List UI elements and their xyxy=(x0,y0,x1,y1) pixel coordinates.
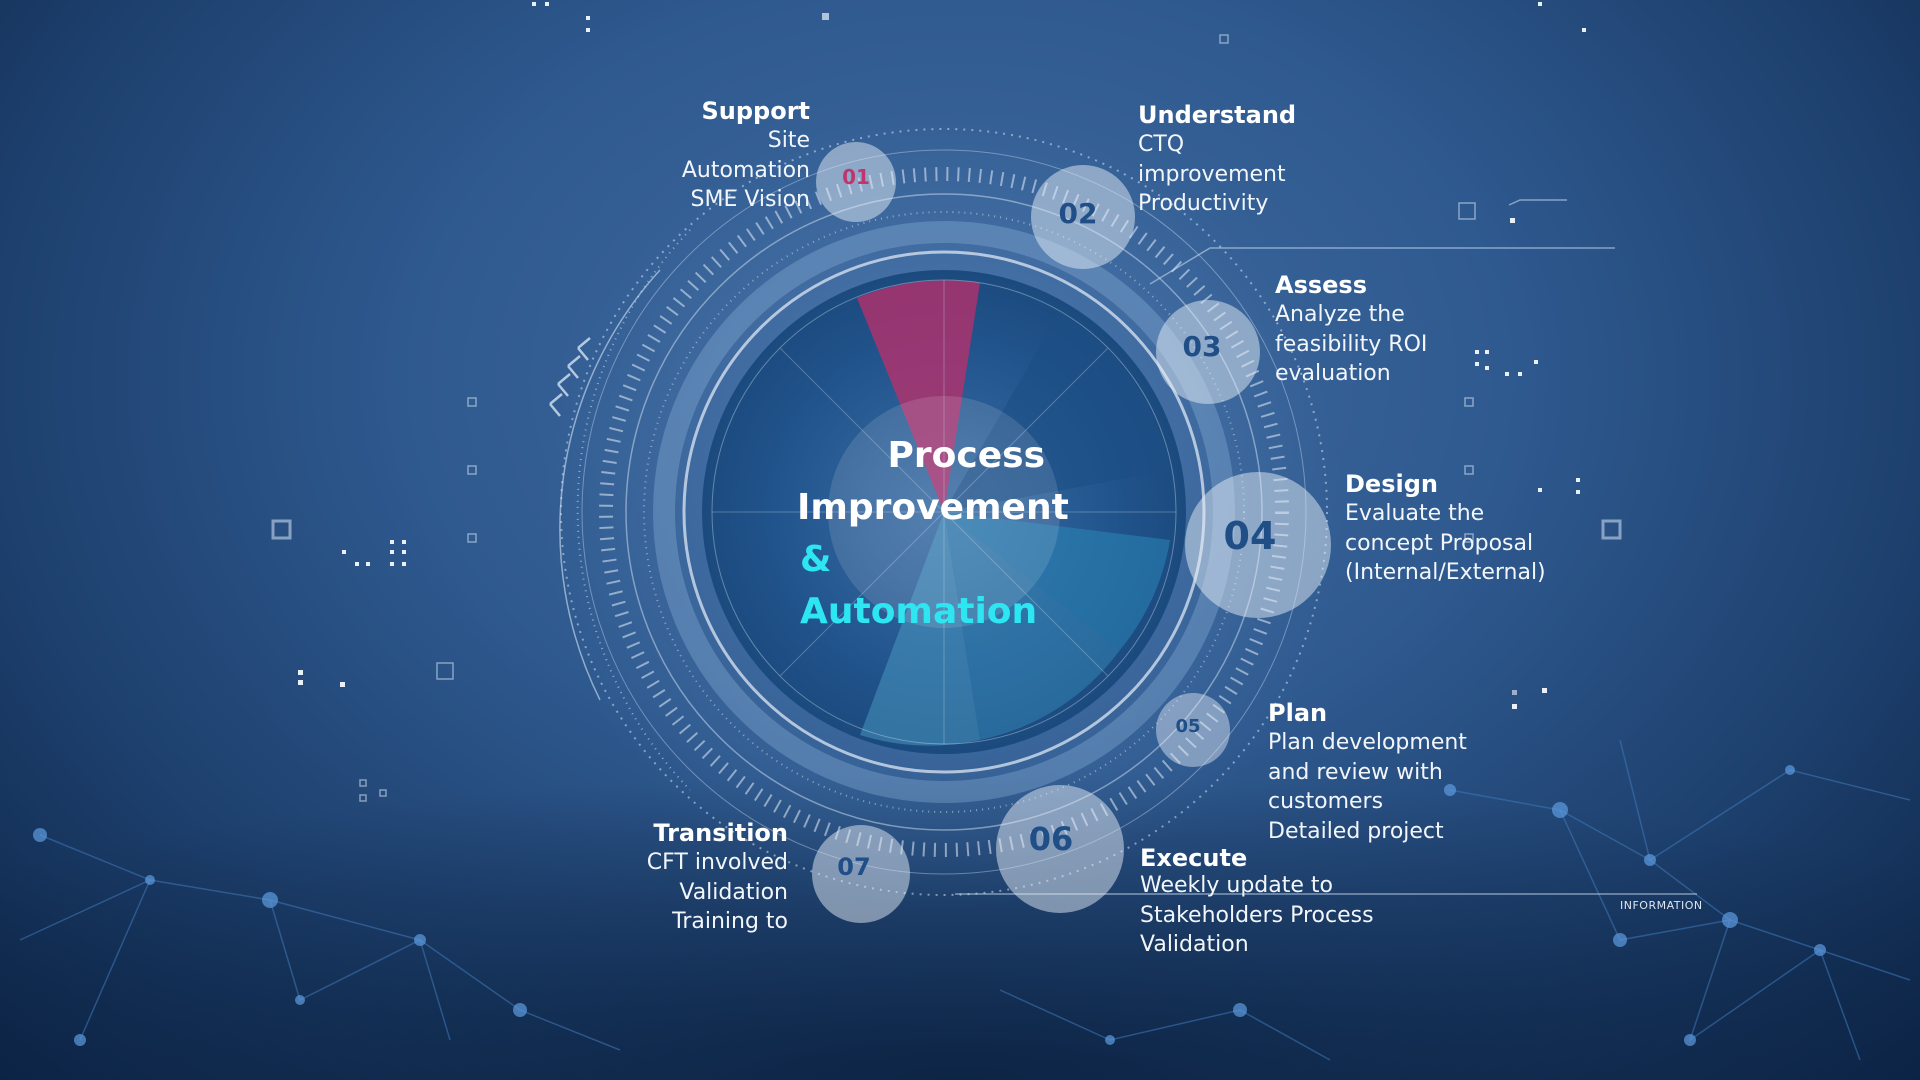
step-plan-line: and review with xyxy=(1268,759,1443,785)
step-assess-line: evaluation xyxy=(1275,361,1391,386)
badge-04 xyxy=(1185,472,1331,618)
step-plan-heading: Plan xyxy=(1268,699,1328,727)
step-support-line: Automation xyxy=(681,157,810,183)
badge-04-number: 04 xyxy=(1223,514,1277,558)
step-plan-line: Detailed project xyxy=(1268,818,1444,844)
badge-05-number: 05 xyxy=(1175,716,1201,737)
badge-01-number: 01 xyxy=(842,165,870,189)
badge-07 xyxy=(812,825,910,923)
step-transition-line: Training to xyxy=(672,909,788,934)
title-line-improvement: Improvement xyxy=(797,487,1069,528)
badge-06-number: 06 xyxy=(1028,820,1074,858)
step-understand-line: Productivity xyxy=(1138,191,1269,216)
step-plan-line: Plan development xyxy=(1268,730,1467,755)
left-arc-decoration xyxy=(549,229,691,791)
step-execute: Execute Weekly update to Stakeholders Pr… xyxy=(1140,845,1460,960)
title-line-process: Process xyxy=(887,435,1045,476)
step-transition-heading: Transition xyxy=(653,819,788,847)
step-design: Design Evaluate the concept Proposal (In… xyxy=(1345,469,1645,588)
step-understand-line: CTQ xyxy=(1138,132,1185,157)
step-transition-line: Validation xyxy=(679,879,788,905)
step-understand: Understand CTQ improvement Productivity xyxy=(1138,100,1398,219)
step-assess-line: feasibility ROI xyxy=(1275,331,1428,357)
step-plan: Plan Plan development and review with cu… xyxy=(1268,698,1568,846)
step-understand-line: improvement xyxy=(1138,161,1286,187)
step-support: Support Site Automation SME Vision xyxy=(600,96,810,215)
step-execute-heading: Execute xyxy=(1140,844,1248,872)
step-understand-heading: Understand xyxy=(1138,101,1297,129)
badge-02 xyxy=(1031,165,1135,269)
center-title: Process Improvement & Automation xyxy=(760,430,1069,638)
step-design-line: Evaluate the xyxy=(1345,501,1485,526)
badge-03 xyxy=(1156,300,1260,404)
badge-01 xyxy=(816,142,896,222)
step-execute-line: Weekly update to xyxy=(1140,873,1333,898)
badge-06 xyxy=(996,785,1124,913)
step-design-heading: Design xyxy=(1345,470,1438,498)
step-design-line: concept Proposal xyxy=(1345,530,1534,556)
network-nodes xyxy=(33,765,1826,1046)
step-support-heading: Support xyxy=(701,97,810,125)
step-support-line: SME Vision xyxy=(690,187,811,212)
step-support-line: Site xyxy=(767,128,810,153)
decorative-marks xyxy=(298,2,1586,709)
step-design-line: (Internal/External) xyxy=(1345,560,1546,585)
information-tag: INFORMATION xyxy=(1620,899,1703,912)
step-transition: Transition CFT involved Validation Train… xyxy=(560,818,788,937)
step-plan-line: customers xyxy=(1268,789,1384,814)
outline-squares xyxy=(271,34,1622,802)
step-transition-line: CFT involved xyxy=(646,850,788,875)
title-line-automation: & Automation xyxy=(800,539,1038,632)
step-assess-heading: Assess xyxy=(1275,271,1367,299)
step-assess-line: Analyze the xyxy=(1275,302,1405,327)
badge-02-number: 02 xyxy=(1058,197,1098,230)
badge-03-number: 03 xyxy=(1182,330,1222,363)
badge-05 xyxy=(1156,693,1230,767)
step-execute-line: Stakeholders Process xyxy=(1140,902,1374,928)
step-badges xyxy=(812,142,1331,923)
step-assess: Assess Analyze the feasibility ROI evalu… xyxy=(1275,270,1535,389)
step-execute-line: Validation xyxy=(1140,932,1249,957)
badge-07-number: 07 xyxy=(837,853,871,881)
